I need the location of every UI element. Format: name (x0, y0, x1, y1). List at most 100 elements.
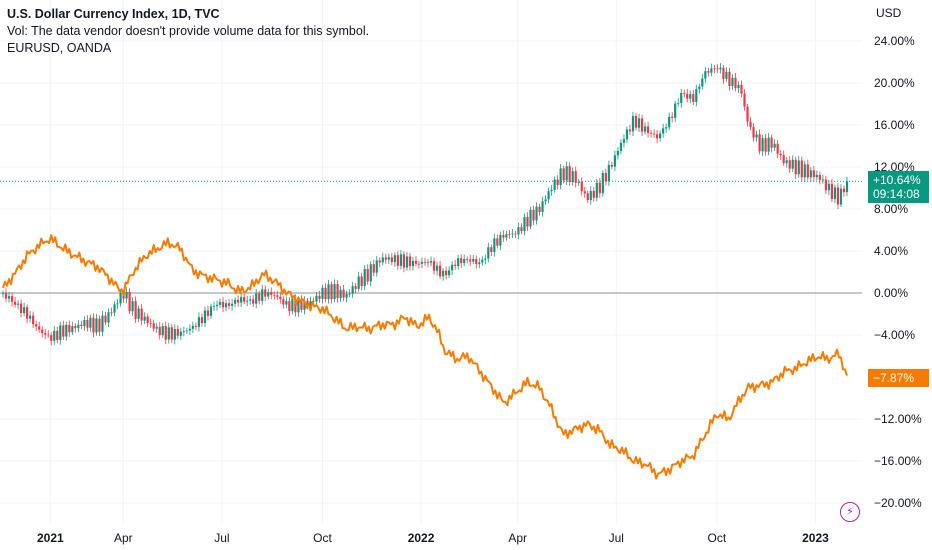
dxy-candle-body (716, 68, 719, 70)
dxy-candle-body (460, 258, 463, 264)
dxy-candle-body (53, 330, 56, 341)
dxy-candle-body (432, 261, 436, 271)
currency-label[interactable]: USD (876, 6, 902, 20)
dxy-candle-body (402, 254, 405, 268)
dxy-candle-body (514, 233, 517, 235)
dxy-candle-body (32, 315, 35, 325)
dxy-candle-body (710, 68, 713, 73)
dxy-candle-body (833, 187, 837, 199)
dxy-candle-body (824, 179, 827, 191)
dxy-candle-body (179, 331, 182, 336)
dxy-candle-body (270, 292, 273, 295)
dxy-candle-body (291, 299, 294, 312)
x-tick-label: Apr (508, 531, 527, 545)
dxy-candle-body (92, 317, 95, 333)
dxy-candle-body (375, 260, 378, 273)
dxy-candle-body (261, 289, 264, 301)
dxy-candle-body (505, 234, 508, 238)
dxy-candle-body (746, 106, 749, 122)
legend-compare-symbol[interactable]: EURUSD, OANDA (7, 41, 112, 55)
dxy-candle-body (50, 335, 53, 341)
dxy-candle-body (423, 261, 427, 263)
dxy-candle-body (568, 166, 571, 183)
dxy-candle-body (1, 293, 5, 294)
dxy-candle-body (794, 159, 797, 175)
dxy-candle-body (725, 71, 728, 80)
dxy-candle-body (252, 299, 255, 304)
dxy-candle-body (809, 170, 812, 178)
dxy-price-badge: +10.64% 09:14:08 (868, 171, 929, 203)
dxy-candle-body (29, 315, 32, 319)
x-tick-label: 2023 (802, 531, 829, 545)
lightning-icon[interactable]: ⚡︎ (840, 502, 860, 522)
dxy-candle-body (743, 93, 746, 107)
dxy-candle-body (372, 264, 375, 273)
dxy-candle-body (668, 116, 671, 128)
dxy-candle-body (827, 183, 831, 191)
legend-title[interactable]: U.S. Dollar Currency Index, 1D, TVC (7, 7, 220, 21)
y-axis[interactable]: 24.00% 20.00% 16.00% 12.00% 8.00% 4.00% 0.00% −… (874, 34, 922, 510)
dxy-candle-body (285, 301, 288, 305)
dxy-candle-body (173, 328, 176, 340)
dxy-candle-body (677, 103, 680, 104)
dxy-candle-body (574, 171, 577, 183)
dxy-candle-body (649, 132, 653, 134)
dxy-candle-body (297, 299, 300, 313)
dxy-candle-body (128, 291, 131, 312)
dxy-candle-body (62, 325, 65, 337)
y-tick-label: 0.00% (874, 286, 908, 300)
dxy-candle-body (689, 94, 692, 99)
dxy-candle-body (137, 308, 140, 319)
x-axis[interactable]: 2021 Apr Jul Oct 2022 Apr Jul Oct 2023 (37, 531, 829, 545)
dxy-candle-body (417, 263, 421, 265)
dxy-candle-body (619, 142, 623, 151)
dxy-candle-body (496, 238, 499, 246)
dxy-candle-body (215, 304, 219, 307)
dxy-candle-body (502, 235, 505, 238)
dxy-candle-body (161, 326, 164, 336)
dxy-candle-body (197, 317, 201, 327)
x-tick-label: Jul (609, 531, 624, 545)
dxy-candle-body (429, 261, 433, 263)
dxy-candle-body (330, 284, 333, 300)
dxy-candle-body (10, 296, 14, 302)
dxy-candle-body (104, 315, 107, 323)
dxy-candle-body (342, 289, 345, 298)
dxy-candle-body (767, 137, 770, 152)
dxy-candle-body (26, 307, 29, 319)
dxy-candle-body (589, 190, 592, 201)
dxy-candle-body (652, 133, 656, 135)
dxy-candle-body (107, 312, 110, 323)
dxy-candle-body (360, 276, 363, 286)
dxy-candle-body (601, 173, 604, 194)
dxy-candle-body (306, 300, 309, 306)
dxy-candle-body (140, 308, 143, 321)
dxy-candle-body (586, 193, 589, 201)
dxy-candle-body (83, 319, 86, 327)
dxy-candle-body (625, 129, 629, 140)
dxy-candle-body (559, 168, 562, 186)
dxy-candle-body (336, 284, 339, 298)
dxy-candle-body (785, 160, 788, 164)
dxy-candle-body (565, 166, 568, 181)
dxy-candle-body (351, 286, 354, 294)
dxy-candle-body (803, 164, 806, 178)
dxy-candle-body (384, 257, 387, 260)
dxy-candle-body (821, 179, 824, 181)
dxy-candle-body (390, 257, 393, 263)
dxy-candle-body (218, 301, 222, 305)
dxy-candle-body (704, 71, 707, 79)
dxy-candle-body (230, 303, 234, 306)
dxy-candle-body (622, 139, 626, 143)
dxy-candle-body (758, 134, 761, 152)
dxy-candle-body (731, 77, 734, 86)
dxy-candle-body (200, 317, 204, 324)
dxy-candle-body (282, 299, 285, 305)
dxy-candle-body (369, 264, 372, 282)
dxy-candle-body (478, 262, 481, 265)
dxy-candle-body (764, 138, 767, 152)
dxy-candle-body (294, 299, 297, 313)
dxy-candle-body (842, 188, 846, 193)
dxy-candle-body (713, 68, 716, 70)
